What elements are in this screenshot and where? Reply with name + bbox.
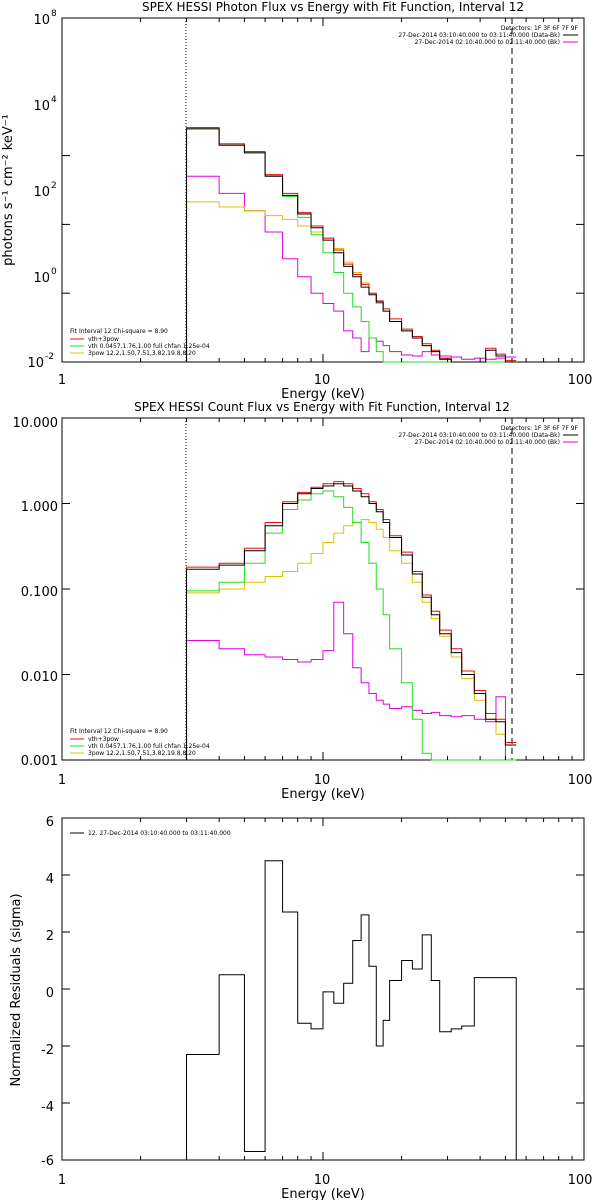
count-ytick-0.1: 0.100 xyxy=(21,585,58,600)
residuals-ytick-neg2: -2 xyxy=(41,1043,54,1058)
panel1-total-fit-series xyxy=(186,127,517,363)
photon-series-group xyxy=(186,127,517,363)
residuals-xtick-100: 100 xyxy=(568,1173,593,1188)
count-ytick-1: 1.000 xyxy=(21,500,58,515)
photon-ytick-1e0: 10 0 xyxy=(33,267,57,286)
panel2-data-series xyxy=(186,483,517,760)
count-legend-bottom: Fit Interval 12 Chi-square = 8.90 vth+3p… xyxy=(70,728,210,757)
count-xlabel: Energy (keV) xyxy=(281,787,365,802)
residuals-plot-frame xyxy=(61,817,585,1161)
residuals-ylabel: Normalized Residuals (sigma) xyxy=(9,893,24,1086)
photon-ytick-1e8: 10 8 xyxy=(33,9,57,28)
photon-ytick-1e2: 10 2 xyxy=(33,181,56,200)
panel1-background-series xyxy=(186,175,517,362)
count-panel-title: SPEX HESSI Count Flux vs Energy with Fit… xyxy=(134,400,510,414)
photon-xtick-100: 100 xyxy=(568,373,593,388)
count-legend-top: Detectors: 1F 3F 6F 7F 9F 27-Dec-2014 03… xyxy=(398,425,578,446)
residuals-series-group xyxy=(186,860,517,1160)
photon-ytick-1e4: 10 4 xyxy=(33,95,57,114)
residuals-ytick-neg4: -4 xyxy=(41,1100,54,1115)
panel2-background-series xyxy=(186,601,517,761)
residuals-legend-label: 12. 27-Dec-2014 03:10:40.000 to 03:11:40… xyxy=(88,830,231,837)
count-legend-thermal: vth 0.0457,1.76,1.00 full chfan 1.25e-04 xyxy=(88,743,210,750)
count-legend-bk: 27-Dec-2014 02:10:40.000 to 02:11:40.000… xyxy=(415,439,560,446)
residuals-xtick-10: 10 xyxy=(314,1173,331,1188)
svg-text:8: 8 xyxy=(51,9,57,19)
panel1-powerlaw-series xyxy=(186,201,517,363)
count-series-group xyxy=(186,481,517,761)
photon-panel-title: SPEX HESSI Photon Flux vs Energy with Fi… xyxy=(142,0,524,14)
photon-legend-data: 27-Dec-2014 03:10:40.000 to 03:11:40.000… xyxy=(398,32,560,39)
count-axes: 10 1 100 Energy (keV) 10.000 1.000 0.100… xyxy=(13,416,593,802)
count-flux-panel: SPEX HESSI Count Flux vs Energy with Fit… xyxy=(13,400,593,802)
count-xtick-1: 1 xyxy=(58,773,66,788)
photon-flux-panel: SPEX HESSI Photon Flux vs Energy with Fi… xyxy=(1,0,592,402)
count-legend-powerlaw: 3pow 12.2,1.50,7.51,3.82,19.8,8.20 xyxy=(88,750,196,757)
photon-legend-top: Detectors: 1F 3F 6F 7F 9F 27-Dec-2014 03… xyxy=(398,25,578,46)
photon-ylabel: photons s⁻¹ cm⁻² keV⁻¹ xyxy=(1,114,16,266)
residuals-ytick-4: 4 xyxy=(46,872,54,887)
residuals-series xyxy=(186,860,517,1160)
photon-xtick-1: 1 xyxy=(58,373,66,388)
panel1-tick-marks xyxy=(61,17,585,363)
photon-ytick-1e-2: 10 -2 xyxy=(27,352,54,371)
svg-text:-2: -2 xyxy=(45,352,54,362)
photon-xtick-10: 10 xyxy=(314,373,331,388)
residuals-xtick-1: 1 xyxy=(58,1173,66,1188)
photon-legend-powerlaw: 3pow 12.2,1.50,7.51,3.82,19.8,8.20 xyxy=(88,350,196,357)
svg-text:10: 10 xyxy=(33,185,50,200)
residuals-ytick-2: 2 xyxy=(46,929,54,944)
photon-legend-total: vth+3pow xyxy=(88,336,119,343)
panel2-thermal-series xyxy=(186,490,517,761)
svg-text:2: 2 xyxy=(51,181,57,191)
count-legend-total: vth+3pow xyxy=(88,736,119,743)
residuals-legend: 12. 27-Dec-2014 03:10:40.000 to 03:11:40… xyxy=(70,830,231,837)
panel2-tick-marks xyxy=(61,417,585,761)
panel2-powerlaw-series xyxy=(186,518,517,760)
photon-axes: 1 10 100 Energy (keV) photons s⁻¹ cm⁻² k… xyxy=(1,9,592,402)
count-legend-header: Fit Interval 12 Chi-square = 8.90 xyxy=(70,728,168,735)
panel1-thermal-series xyxy=(186,127,517,363)
count-ytick-10: 10.000 xyxy=(13,416,59,431)
residuals-axes: 1 10 100 Energy (keV) Normalized Residua… xyxy=(9,815,592,1200)
photon-legend-bottom: Fit Interval 12 Chi-square = 8.90 vth+3p… xyxy=(70,328,210,357)
photon-xlabel: Energy (keV) xyxy=(281,387,365,402)
photon-legend-bk: 27-Dec-2014 02:10:40.000 to 02:11:40.000… xyxy=(415,39,560,46)
residuals-xlabel: Energy (keV) xyxy=(281,1187,365,1200)
residuals-panel: 1 10 100 Energy (keV) Normalized Residua… xyxy=(9,815,592,1200)
svg-text:10: 10 xyxy=(33,99,50,114)
residuals-ytick-neg6: -6 xyxy=(41,1154,54,1169)
count-xtick-100: 100 xyxy=(568,773,593,788)
count-ytick-0.001: 0.001 xyxy=(21,754,58,769)
panel2-total-fit-series xyxy=(186,481,517,760)
svg-text:10: 10 xyxy=(33,13,50,28)
count-legend-detectors: Detectors: 1F 3F 6F 7F 9F xyxy=(501,425,579,432)
panel1-data-series xyxy=(186,128,517,363)
residuals-ytick-0: 0 xyxy=(46,986,54,1001)
photon-plot-frame xyxy=(61,17,585,363)
count-legend-data: 27-Dec-2014 03:10:40.000 to 03:11:40.000… xyxy=(398,432,560,439)
count-ytick-0.01: 0.010 xyxy=(21,670,58,685)
photon-legend-thermal: vth 0.0457,1.76,1.00 full chfan 1.25e-04 xyxy=(88,343,210,350)
svg-text:10: 10 xyxy=(33,271,50,286)
count-xtick-10: 10 xyxy=(314,773,331,788)
svg-text:4: 4 xyxy=(51,95,57,105)
photon-legend-detectors: Detectors: 1F 3F 6F 7F 9F xyxy=(501,25,579,32)
svg-text:0: 0 xyxy=(51,267,57,277)
photon-legend-header: Fit Interval 12 Chi-square = 8.90 xyxy=(70,328,168,335)
residuals-ytick-6: 6 xyxy=(46,815,54,830)
svg-text:10: 10 xyxy=(27,356,44,371)
panel3-tick-marks xyxy=(61,817,585,1161)
